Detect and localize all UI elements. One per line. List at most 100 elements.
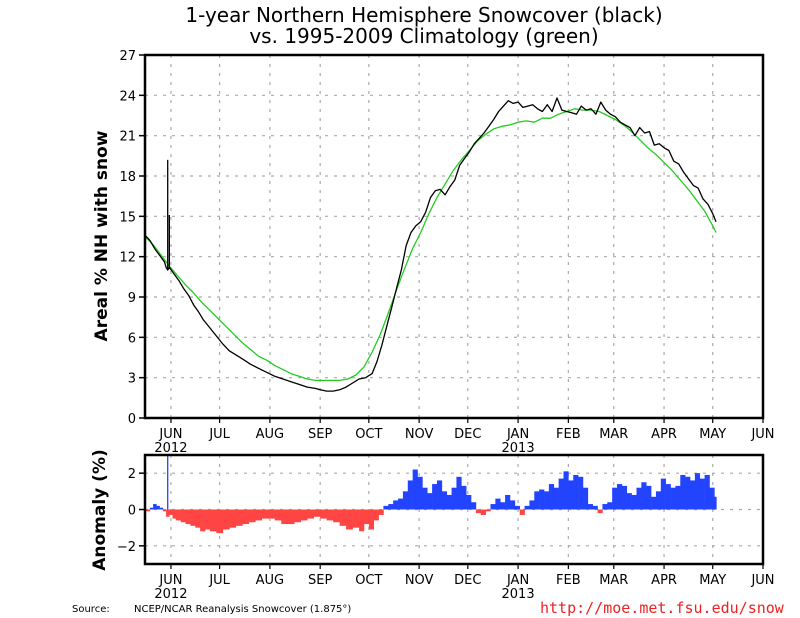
anomaly-bar-negative bbox=[145, 509, 151, 512]
anomaly-x-tick-label: SEP bbox=[308, 573, 332, 588]
main-y-tick-label: 15 bbox=[119, 210, 136, 225]
main-y-tick-label: 6 bbox=[128, 331, 136, 346]
source-label: Source: bbox=[72, 604, 110, 615]
anomaly-bar-positive bbox=[685, 476, 691, 510]
anomaly-bar-negative bbox=[229, 509, 237, 528]
anomaly-bar-positive bbox=[675, 485, 681, 510]
anomaly-bar-negative bbox=[475, 509, 482, 514]
climatology-line bbox=[144, 108, 717, 382]
source-url-link[interactable]: http://moe.met.fsu.edu/snow bbox=[540, 599, 785, 617]
anomaly-bar-negative bbox=[326, 509, 334, 521]
main-x-tick-label: MAY bbox=[699, 427, 726, 442]
anomaly-bar-negative bbox=[333, 509, 340, 523]
anomaly-x-tick-label: JAN bbox=[506, 573, 529, 588]
anomaly-bar-negative bbox=[281, 509, 289, 525]
anomaly-bar-positive bbox=[651, 496, 657, 510]
anomaly-bar-negative bbox=[235, 509, 243, 526]
anomaly-bar-positive bbox=[699, 478, 705, 510]
main-x-tick-label: SEP bbox=[308, 427, 332, 442]
main-y-tick-label: 12 bbox=[119, 251, 136, 266]
anomaly-bars bbox=[145, 455, 717, 534]
anomaly-bar-positive bbox=[471, 502, 477, 510]
anomaly-bar-positive bbox=[670, 487, 676, 510]
anomaly-bar-negative bbox=[169, 509, 173, 515]
anomaly-bar-negative bbox=[300, 509, 308, 521]
anomaly-bar-positive bbox=[466, 494, 472, 510]
main-x-tick-label: AUG bbox=[256, 427, 284, 442]
anomaly-bar-positive bbox=[626, 493, 632, 510]
anomaly-bar-positive bbox=[539, 489, 545, 510]
anomaly-bar-positive bbox=[456, 476, 462, 510]
anomaly-bar-positive bbox=[514, 505, 520, 510]
anomaly-bar-positive bbox=[563, 471, 569, 510]
anomaly-x-tick-label: JUN bbox=[158, 573, 182, 588]
anomaly-bar-negative bbox=[242, 509, 250, 525]
main-x-tick-label: JAN bbox=[506, 427, 529, 442]
anomaly-bar-positive bbox=[509, 500, 516, 510]
anomaly-bar-negative bbox=[378, 509, 384, 515]
main-x-tick-label: JUN bbox=[750, 427, 774, 442]
anomaly-x-tick-label: JUN bbox=[750, 573, 774, 588]
anomaly-bar-positive bbox=[432, 484, 438, 510]
anomaly-x-tick-label: JUL bbox=[208, 573, 230, 588]
main-x-tick-label: MAR bbox=[599, 427, 628, 442]
anomaly-y-tick-label: 2 bbox=[128, 467, 136, 482]
anomaly-bar-negative bbox=[480, 509, 486, 515]
anomaly-bar-negative bbox=[172, 509, 177, 519]
anomaly-x-tick-label: APR bbox=[651, 573, 677, 588]
main-y-axis-label: Areal % NH with snow bbox=[92, 130, 112, 341]
anomaly-bar-positive bbox=[578, 476, 584, 510]
anomaly-bar-negative bbox=[519, 509, 525, 515]
anomaly-bar-positive bbox=[617, 484, 623, 510]
anomaly-x-tick-label: NOV bbox=[405, 573, 434, 588]
anomaly-bar-positive bbox=[709, 487, 715, 510]
anomaly-x-year-label: 2013 bbox=[502, 587, 535, 602]
anomaly-bar-positive bbox=[573, 474, 579, 510]
anomaly-bar-negative bbox=[209, 509, 217, 532]
anomaly-bar-negative bbox=[261, 509, 269, 519]
main-x-tick-label: OCT bbox=[355, 427, 382, 442]
anomaly-bar-positive bbox=[495, 498, 501, 510]
anomaly-bar-positive bbox=[490, 504, 496, 510]
anomaly-bar-negative bbox=[359, 509, 365, 532]
anomaly-bar-negative bbox=[294, 509, 302, 523]
anomaly-y-tick-label: 0 bbox=[128, 504, 136, 519]
anomaly-bar-positive bbox=[446, 494, 452, 510]
anomaly-bar-positive bbox=[524, 505, 530, 510]
anomaly-bar-positive bbox=[558, 478, 564, 510]
anomaly-bar-positive bbox=[156, 505, 160, 510]
anomaly-bar-positive bbox=[461, 485, 467, 510]
anomaly-bar-positive bbox=[383, 505, 389, 510]
anomaly-bar-positive bbox=[427, 493, 433, 510]
snowcover-line bbox=[144, 97, 717, 392]
anomaly-bar-negative bbox=[185, 509, 191, 525]
anomaly-bar-positive bbox=[704, 474, 710, 510]
anomaly-bar-negative bbox=[313, 509, 321, 517]
anomaly-y-tick-label: −2 bbox=[117, 540, 136, 555]
anomaly-x-tick-label: DEC bbox=[454, 573, 481, 588]
anomaly-bar-positive bbox=[665, 484, 671, 510]
anomaly-bar-positive bbox=[544, 491, 550, 510]
main-x-tick-label: NOV bbox=[405, 427, 434, 442]
anomaly-bar-negative bbox=[200, 509, 206, 532]
main-y-tick-label: 24 bbox=[119, 89, 136, 104]
anomaly-bar-positive bbox=[548, 484, 555, 510]
anomaly-bar-negative bbox=[190, 509, 196, 526]
main-y-tick-label: 3 bbox=[128, 372, 136, 387]
anomaly-bar-positive bbox=[680, 474, 686, 510]
anomaly-bar-positive bbox=[694, 473, 701, 510]
anomaly-bar-positive bbox=[646, 485, 652, 510]
anomaly-bar-positive bbox=[505, 494, 511, 510]
main-x-year-label: 2012 bbox=[154, 441, 187, 456]
anomaly-bar-negative bbox=[222, 509, 230, 530]
anomaly-bar-negative bbox=[274, 509, 282, 521]
anomaly-bar-positive bbox=[568, 480, 574, 510]
anomaly-bar-positive bbox=[612, 487, 618, 510]
anomaly-bar-positive bbox=[500, 502, 506, 510]
main-series bbox=[144, 97, 717, 392]
anomaly-bar-positive bbox=[636, 487, 642, 510]
main-y-tick-label: 18 bbox=[119, 170, 136, 185]
